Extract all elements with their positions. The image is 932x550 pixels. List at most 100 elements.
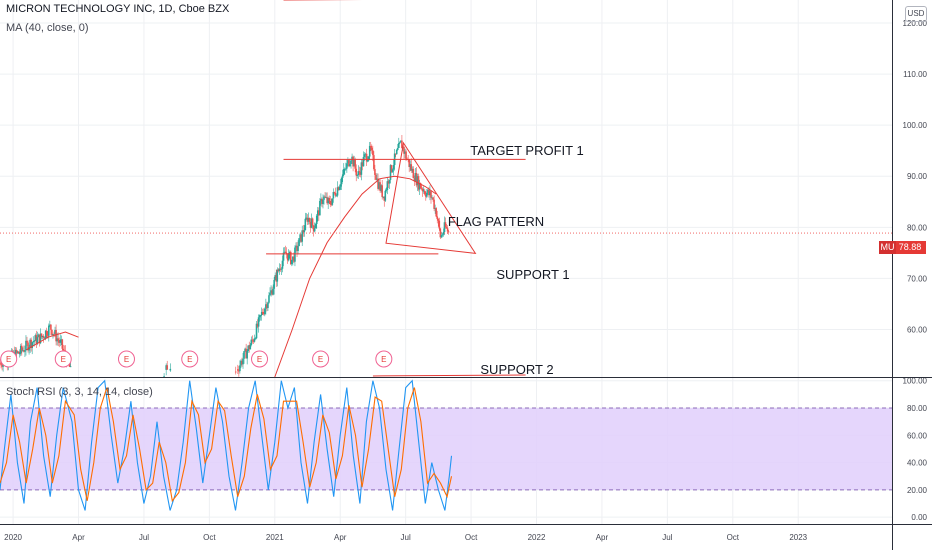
candle-body xyxy=(248,345,251,350)
candle-body xyxy=(338,186,341,191)
candle-body xyxy=(29,339,31,348)
time-tick-label: Apr xyxy=(72,533,85,542)
earnings-marker[interactable]: E xyxy=(181,350,199,368)
candle-body xyxy=(271,290,273,295)
candle-body xyxy=(253,338,256,342)
candle-body xyxy=(18,353,21,355)
ma-indicator-label[interactable]: MA (40, close, 0) xyxy=(6,22,89,34)
candle-body xyxy=(312,225,315,232)
candle-body xyxy=(259,315,262,316)
candle-body xyxy=(376,178,378,180)
earnings-marker[interactable]: E xyxy=(0,350,18,368)
candle-body xyxy=(342,169,345,175)
candle-body xyxy=(401,140,403,149)
drawings[interactable] xyxy=(266,0,526,377)
candle-body xyxy=(354,159,356,169)
candle-body xyxy=(315,215,318,224)
candle-body xyxy=(361,162,364,167)
earnings-marker[interactable]: E xyxy=(251,350,269,368)
candle-body xyxy=(281,260,284,269)
support-2-line[interactable] xyxy=(372,374,526,377)
earnings-marker-circle xyxy=(375,350,393,368)
candle-body xyxy=(54,329,56,334)
time-tick-label: 2020 xyxy=(4,533,22,542)
candle-body xyxy=(63,350,66,351)
candle-body xyxy=(445,227,448,229)
earnings-marker[interactable]: E xyxy=(375,350,393,368)
candle-body xyxy=(400,140,402,143)
time-tick-label: Oct xyxy=(465,533,478,542)
earnings-marker[interactable]: E xyxy=(54,350,72,368)
candle-body xyxy=(369,145,372,148)
candle-body xyxy=(250,339,253,345)
candle-body xyxy=(420,188,423,190)
candle-body xyxy=(296,245,298,251)
earnings-marker-circle xyxy=(251,350,269,368)
candle-body xyxy=(349,163,351,167)
candle-body xyxy=(318,210,320,216)
candle-body xyxy=(410,164,413,171)
candle-body xyxy=(16,351,19,353)
candle-body xyxy=(295,245,297,248)
candle-body xyxy=(294,247,296,262)
candle-body xyxy=(447,231,450,233)
candle-body xyxy=(360,162,363,175)
candle-body xyxy=(244,348,246,352)
candle-body xyxy=(292,256,294,260)
candle-body xyxy=(303,230,306,233)
earnings-marker[interactable]: E xyxy=(312,350,330,368)
candle-body xyxy=(169,368,172,371)
candle-body xyxy=(1,365,3,367)
candle-body xyxy=(363,154,366,157)
candle-body xyxy=(234,371,237,373)
candle-body xyxy=(324,196,326,198)
currency-badge[interactable]: USD xyxy=(905,6,927,22)
earnings-marker[interactable]: E xyxy=(117,350,135,368)
candle-body xyxy=(289,251,292,265)
candle-body xyxy=(298,238,300,247)
candle-body xyxy=(246,350,248,359)
stoch-tick-label: 60.00 xyxy=(907,431,928,440)
candle-body xyxy=(262,313,265,315)
symbol-title[interactable]: MICRON TECHNOLOGY INC, 1D, Cboe BZX xyxy=(6,3,230,15)
candle-body xyxy=(345,168,347,170)
candle-body xyxy=(276,269,279,282)
candle-body xyxy=(333,192,336,193)
earnings-marker-letter: E xyxy=(61,355,66,364)
candle-body xyxy=(379,182,381,191)
candle-body xyxy=(395,149,398,155)
stoch-rsi-label[interactable]: Stoch RSI (3, 3, 14, 14, close) xyxy=(6,386,153,398)
earnings-marker-letter: E xyxy=(6,355,11,364)
candle-body xyxy=(426,192,428,197)
candle-body xyxy=(46,335,49,337)
candle-body xyxy=(320,198,322,201)
candle-body xyxy=(265,304,267,309)
currency-label: USD xyxy=(907,9,925,18)
candle-body xyxy=(35,335,38,344)
candle-body xyxy=(385,190,388,191)
earnings-marker-letter: E xyxy=(124,355,129,364)
candle-body xyxy=(359,171,362,175)
candle-body xyxy=(437,219,440,221)
stoch-tick-label: 80.00 xyxy=(907,404,928,413)
candle-body xyxy=(377,178,379,189)
stoch-pane[interactable] xyxy=(0,379,892,511)
candle-body xyxy=(45,330,48,336)
flag-pattern-triangle[interactable] xyxy=(385,141,477,255)
candle-body xyxy=(34,335,37,341)
candle-body xyxy=(51,329,53,335)
candle-body xyxy=(41,335,44,338)
candle-body xyxy=(23,350,25,352)
support-2-label: SUPPORT 2 xyxy=(480,362,553,377)
candle-body xyxy=(309,221,312,228)
earnings-marker-circle xyxy=(0,350,18,368)
candle-body xyxy=(413,178,416,182)
candle-body xyxy=(446,228,449,232)
candle-body xyxy=(439,228,442,238)
price-tick-label: 120.00 xyxy=(903,19,928,28)
stoch-tick-label: 20.00 xyxy=(907,486,928,495)
earnings-marker-circle xyxy=(54,350,72,368)
candle-body xyxy=(238,370,240,372)
candle-body xyxy=(50,324,52,330)
